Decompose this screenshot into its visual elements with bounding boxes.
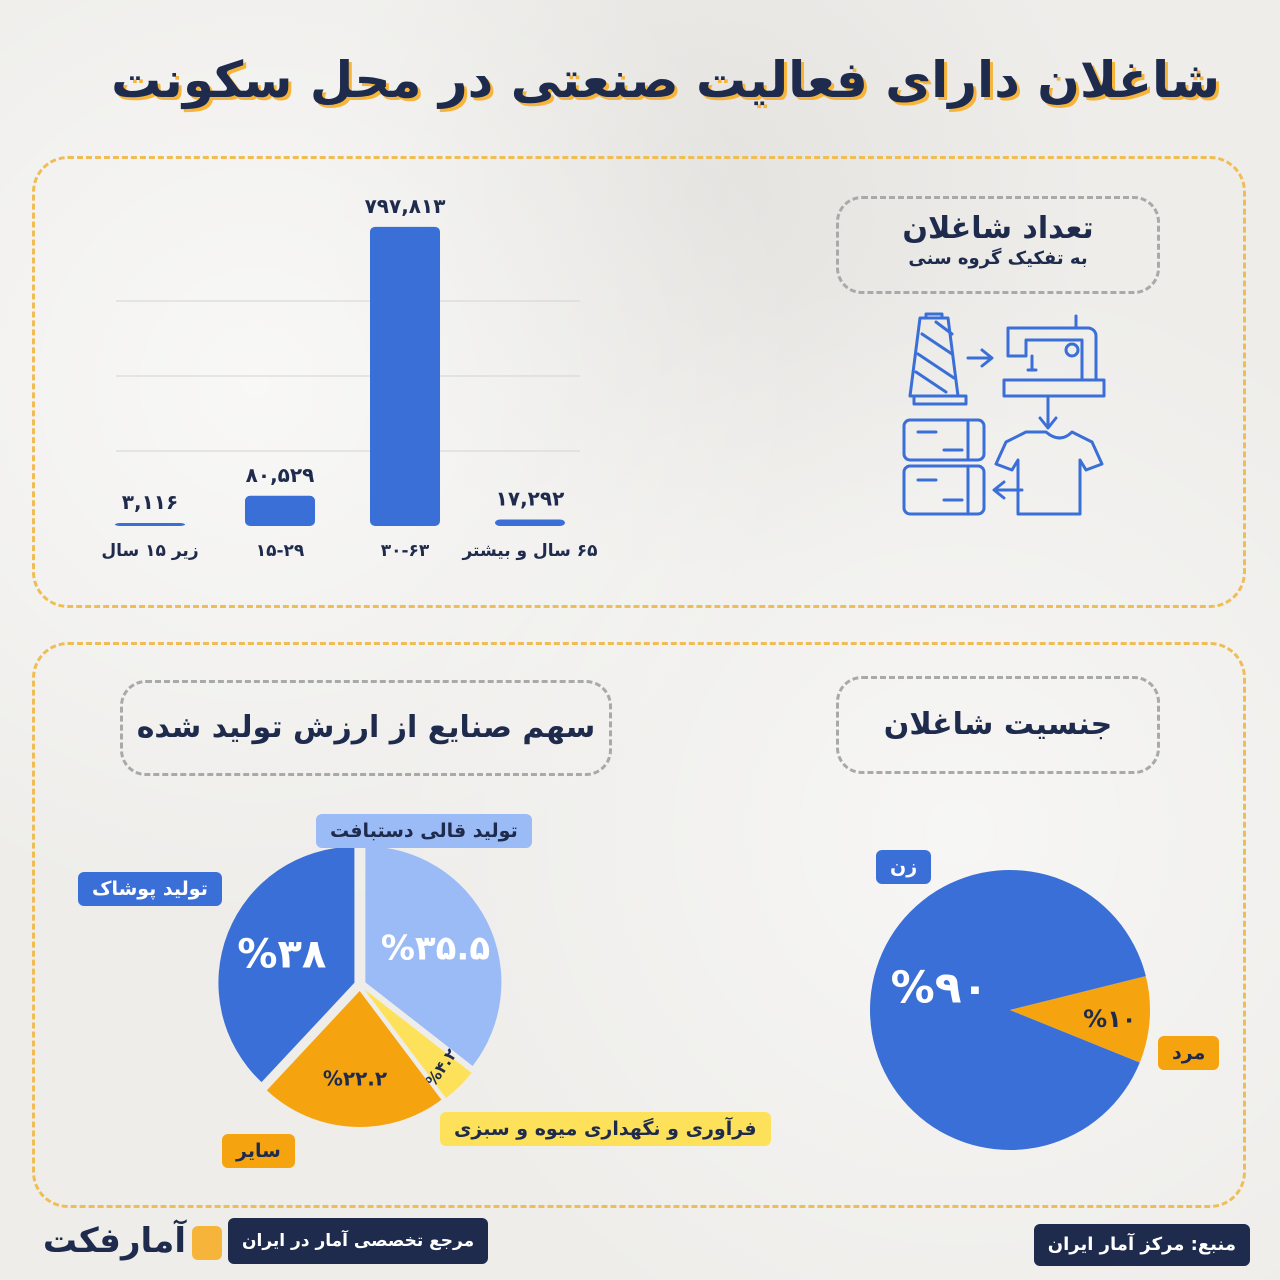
bar-value-label: ۷۹۷,۸۱۳: [365, 194, 446, 218]
industry-chart-label-box: سهم صنایع از ارزش تولید شده: [120, 680, 612, 776]
category-label: ۶۵ سال و بیشتر: [461, 541, 597, 561]
bar: [115, 523, 185, 526]
arrow-icon: [1038, 396, 1058, 430]
arrow-icon: [966, 348, 994, 368]
pie-slice-other-group: %۲۲.۲: [266, 990, 442, 1127]
pie-slice-carpet: [365, 846, 502, 1066]
legend-label-men: مرد: [1158, 1036, 1220, 1070]
pie-value-label: %۳۸: [237, 932, 326, 978]
bar: [370, 226, 440, 526]
age-chart-subtitle: به تفکیک گروه سنی: [908, 248, 1088, 269]
age-bar-chart: ۳,۱۱۶ زیر ۱۵ سال ۸۰,۵۲۹ ۱۵-۲۹ ۷۹۷,۸۱۳ ۳۰-۶۳ ۱۷…: [101, 194, 597, 561]
sewing-machine-icon: [1002, 314, 1106, 398]
pie-value-label: %۳۵.۵: [381, 928, 490, 968]
source-note: منبع: مرکز آمار ایران: [1033, 1224, 1250, 1266]
pie-value-label: %۲۲.۲: [323, 1067, 387, 1091]
pie-slice-fruit-processing: [364, 989, 472, 1098]
industry-pie-chart: %۳۵.۵%۴.۲%۲۲.۲%۳۸: [218, 846, 502, 1127]
brand-logo-text: آمارفکت: [42, 1221, 186, 1261]
gender-industry-panel: [32, 642, 1246, 1208]
pie-value-label: %۹۰: [891, 962, 989, 1013]
age-chart-title: تعداد شاغلان: [902, 211, 1094, 246]
category-label: زیر ۱۵ سال: [101, 541, 198, 561]
pie-slice-carpet-group: %۳۵.۵: [365, 846, 502, 1066]
arrow-icon: [992, 480, 1024, 500]
legend-label-carpet: تولید قالی دستبافت: [316, 814, 532, 848]
pie-slice-clothing-group: %۳۸: [218, 846, 355, 1083]
bar-value-label: ۳,۱۱۶: [122, 490, 178, 514]
category-label: ۱۵-۲۹: [256, 541, 305, 561]
textile-process-illustration: [902, 312, 1106, 516]
gender-chart-label-box: جنسیت شاغلان: [836, 676, 1160, 774]
pie-slice-clothing: [218, 846, 355, 1083]
gender-pie-chart: %۹۰ %۱۰: [870, 870, 1150, 1150]
legend-label-clothing: تولید پوشاک: [78, 872, 222, 906]
thread-spool-icon: [908, 312, 968, 406]
age-chart-label-box: تعداد شاغلان به تفکیک گروه سنی: [836, 196, 1160, 294]
tshirt-icon: [994, 430, 1104, 516]
brand-logo: آمارفکت: [42, 1216, 222, 1266]
pie-slice-other: [266, 990, 442, 1127]
pie-slice-men: [1010, 976, 1150, 1063]
category-label: ۳۰-۶۳: [381, 541, 430, 561]
boxes-icon: [902, 418, 986, 516]
age-panel: [32, 156, 1246, 608]
legend-label-fruit-processing: فرآوری و نگهداری میوه و سبزی: [440, 1112, 771, 1146]
bar-value-label: ۸۰,۵۲۹: [246, 463, 315, 487]
legend-label-women: زن: [876, 850, 932, 884]
brand-mark-icon: [192, 1225, 222, 1260]
page-title: شاغلان دارای فعالیت صنعتی در محل سکونت: [111, 51, 1220, 109]
bar: [245, 495, 315, 526]
brand-tagline: مرجع تخصصی آمار در ایران: [228, 1218, 489, 1264]
legend-label-other: سایر: [222, 1134, 295, 1168]
bar-value-label: ۱۷,۲۹۲: [496, 487, 565, 511]
bar: [495, 519, 565, 526]
pie-value-label: %۱۰: [1083, 1005, 1136, 1033]
pie-slice-women: [870, 870, 1146, 1150]
